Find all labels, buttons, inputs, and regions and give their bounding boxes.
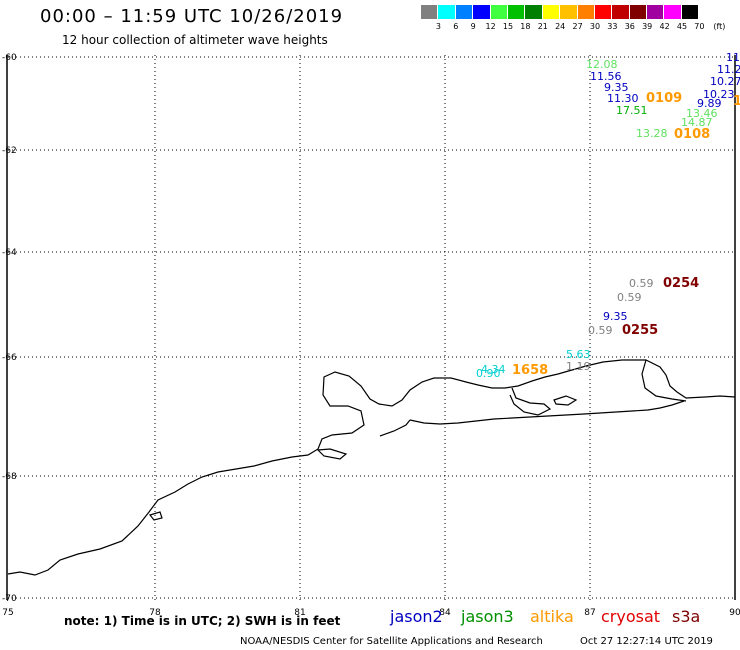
wave-reading-label: 0.90 bbox=[476, 367, 501, 380]
legend-label-70: 70 bbox=[694, 22, 705, 31]
legend-swatch-27 bbox=[560, 5, 578, 19]
wave-reading-label: 17.51 bbox=[616, 104, 648, 117]
map-subtitle: 12 hour collection of altimeter wave hei… bbox=[62, 33, 328, 47]
wave-reading-label: 1658 bbox=[512, 363, 548, 378]
legend-label-24: 24 bbox=[555, 22, 566, 31]
sat-label-jason2: jason2 bbox=[390, 607, 443, 626]
lat-tick-label: -62 bbox=[2, 146, 17, 156]
legend-label-27: 27 bbox=[572, 22, 583, 31]
wave-reading-label: 14.87 bbox=[681, 116, 713, 129]
sat-label-s3a: s3a bbox=[672, 607, 701, 626]
wave-reading-label: 12.08 bbox=[586, 58, 618, 71]
map-frame bbox=[6, 55, 736, 600]
lon-tick-label: 75 bbox=[2, 608, 13, 618]
lat-tick-label: -60 bbox=[2, 53, 17, 63]
legend-label-33: 33 bbox=[607, 22, 618, 31]
wave-reading-label: 9.35 bbox=[604, 81, 629, 94]
legend-label-18: 18 bbox=[520, 22, 531, 31]
legend-label-45: 45 bbox=[676, 22, 688, 31]
color-scale-legend bbox=[421, 5, 700, 19]
wave-reading-label: 11.30 bbox=[607, 92, 639, 105]
legend-swatch-42 bbox=[647, 5, 665, 19]
lon-tick-label: 90 bbox=[729, 608, 740, 618]
legend-label-36: 36 bbox=[624, 22, 635, 31]
lat-tick-label: -64 bbox=[2, 248, 17, 258]
wave-reading-label: 0.59 bbox=[588, 324, 613, 337]
legend-label-15: 15 bbox=[502, 22, 514, 31]
legend-swatch-21 bbox=[525, 5, 543, 19]
coastline-inlet bbox=[509, 387, 552, 416]
coastline-ridge bbox=[641, 359, 687, 402]
legend-label-3: 3 bbox=[435, 22, 441, 31]
legend-swatch-3 bbox=[421, 5, 439, 19]
color-scale-labels: 3 6 9 12 15 18 21 24 27 30 33 36 39 42 45 70 (ft) bbox=[421, 22, 740, 34]
lon-tick-label: 78 bbox=[149, 608, 161, 618]
wave-reading-label: 0254 bbox=[663, 276, 699, 291]
wave-reading-label: 0255 bbox=[622, 323, 658, 338]
map-grid bbox=[8, 55, 735, 600]
legend-swatch-45 bbox=[664, 5, 682, 19]
island-3 bbox=[148, 511, 163, 521]
wave-reading-label: 10.27 bbox=[710, 75, 740, 88]
island-1 bbox=[553, 395, 578, 406]
lat-tick-label: -68 bbox=[2, 472, 17, 482]
credit-line: NOAA/NESDIS Center for Satellite Applica… bbox=[240, 636, 543, 647]
lon-tick-label: 81 bbox=[294, 608, 305, 618]
legend-label-39: 39 bbox=[642, 22, 653, 31]
wave-reading-label: 1 bbox=[733, 94, 740, 109]
legend-swatch-15 bbox=[490, 5, 508, 19]
wave-reading-label: 5.63 bbox=[566, 348, 591, 361]
lat-tick-label: -66 bbox=[2, 353, 17, 363]
legend-unit: (ft) bbox=[713, 22, 726, 31]
legend-label-12: 12 bbox=[485, 22, 496, 31]
antarctic-coastline bbox=[7, 359, 736, 576]
wave-reading-label: 0109 bbox=[646, 91, 682, 106]
map-title: 00:00 – 11:59 UTC 10/26/2019 bbox=[40, 6, 344, 27]
wave-reading-label: 9.89 bbox=[697, 97, 722, 110]
island-2 bbox=[316, 448, 348, 460]
legend-swatch-6 bbox=[438, 5, 456, 19]
legend-label-30: 30 bbox=[589, 22, 601, 31]
legend-label-21: 21 bbox=[537, 22, 548, 31]
sat-label-altika: altika bbox=[530, 607, 574, 626]
coastline-bay-edge bbox=[379, 419, 411, 437]
legend-label-6: 6 bbox=[453, 22, 459, 31]
lat-tick-label: -70 bbox=[2, 594, 17, 604]
wave-reading-label: 9.35 bbox=[603, 310, 628, 323]
coastline-main bbox=[7, 359, 736, 576]
wave-reading-label: 0108 bbox=[674, 127, 710, 142]
generated-timestamp: Oct 27 12:27:14 UTC 2019 bbox=[580, 636, 713, 647]
wave-reading-label: 11.2 bbox=[717, 63, 740, 76]
legend-swatch-12 bbox=[473, 5, 491, 19]
wave-reading-label: 13.46 bbox=[686, 107, 718, 120]
legend-label-9: 9 bbox=[470, 22, 476, 31]
legend-swatch-30 bbox=[577, 5, 595, 19]
legend-swatch-18 bbox=[507, 5, 526, 19]
wave-reading-label: 11.56 bbox=[590, 70, 622, 83]
wave-reading-label: 1.19 bbox=[566, 360, 591, 373]
legend-swatch-39 bbox=[629, 5, 648, 19]
wave-reading-label: 0.59 bbox=[629, 277, 654, 290]
axis-tick-labels: 75 78 81 84 87 90 -60 -62 -64 -66 -68 -70 bbox=[2, 53, 740, 618]
wave-reading-label: 10.23 bbox=[703, 88, 735, 101]
sat-label-cryosat: cryosat bbox=[601, 607, 661, 626]
legend-swatch-36 bbox=[612, 5, 630, 19]
wave-reading-label: 0.59 bbox=[617, 291, 642, 304]
sat-label-jason3: jason3 bbox=[461, 607, 514, 626]
lon-tick-label: 87 bbox=[584, 608, 595, 618]
wave-reading-label: 11 bbox=[726, 51, 740, 64]
footer-note: note: 1) Time is in UTC; 2) SWH is in fe… bbox=[64, 614, 341, 628]
coastline-shelf bbox=[409, 400, 685, 425]
lon-tick-label: 84 bbox=[439, 608, 451, 618]
legend-swatch-33 bbox=[594, 5, 613, 19]
wave-reading-label: 13.28 bbox=[636, 127, 668, 140]
legend-swatch-24 bbox=[542, 5, 561, 19]
wave-reading-label: 4.34 bbox=[481, 363, 506, 376]
legend-swatch-9 bbox=[455, 5, 474, 19]
legend-label-42: 42 bbox=[659, 22, 670, 31]
legend-swatch-70 bbox=[681, 5, 700, 19]
